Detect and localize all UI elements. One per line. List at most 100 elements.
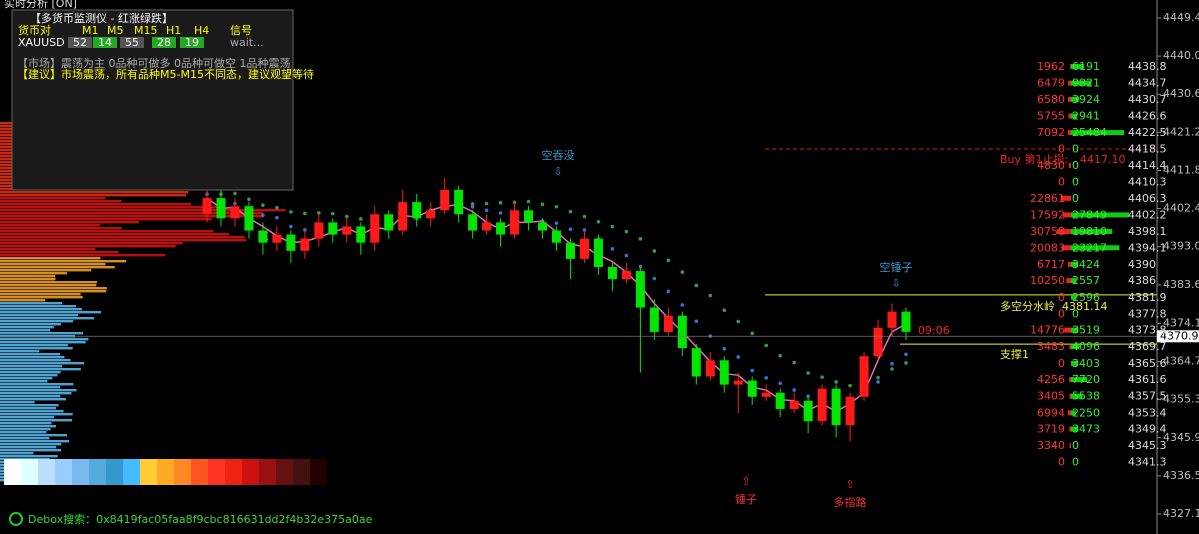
profile-bar <box>0 311 102 314</box>
profile-bar <box>0 278 56 281</box>
candle-body <box>468 214 478 231</box>
buy-volume: 9821 <box>1072 77 1100 90</box>
level-price: 4365.6 <box>1128 357 1167 370</box>
ma-dot <box>554 221 559 225</box>
candle-body <box>216 198 226 219</box>
profile-bar <box>0 383 74 386</box>
buy-bar <box>1071 344 1080 350</box>
buy-bar <box>1071 410 1076 416</box>
monitor-line: 【市场】震荡为主 0品种可做多 0品种可做空 1品种震荡 <box>17 56 290 70</box>
profile-bar <box>0 326 54 329</box>
candle-body <box>398 202 408 231</box>
profile-bar <box>0 245 176 248</box>
profile-bar <box>0 452 34 455</box>
profile-bar <box>0 215 265 218</box>
icon <box>9 512 23 526</box>
color-legend <box>4 459 327 485</box>
annotation: 空锤子 <box>880 260 913 274</box>
annotation-arrow: ⇩ <box>553 165 562 178</box>
buy-volume: 7720 <box>1072 373 1100 386</box>
tick-label: 4383.60 <box>1163 278 1199 291</box>
candle-body <box>831 388 841 426</box>
monitor-line: 【建议】市场震荡，所有品种M5-M15不同态，建议观望等待 <box>17 67 314 81</box>
buy-bar <box>1071 212 1129 218</box>
legend-swatch <box>276 459 293 485</box>
candle-body <box>775 392 785 409</box>
candle-body <box>272 234 282 243</box>
level-price: 4422.5 <box>1128 126 1167 139</box>
sell-volume: 30758 <box>1030 225 1065 238</box>
sell-volume: 22861 <box>1030 192 1065 205</box>
profile-bar <box>0 248 96 251</box>
profile-bar <box>0 401 35 404</box>
profile-bar <box>0 386 61 389</box>
ma-dot <box>904 361 908 365</box>
profile-bar <box>0 446 57 449</box>
ma-dot <box>498 200 503 205</box>
buy-bar <box>1071 278 1077 284</box>
cell-bg <box>180 37 204 48</box>
sell-volume: 5755 <box>1037 109 1065 122</box>
ma-dot <box>778 381 782 386</box>
column-header: 货币对 <box>18 23 51 37</box>
candle-body <box>230 206 240 219</box>
ma-dot <box>554 204 559 209</box>
candle-body <box>649 307 659 332</box>
divide-value: 4381.14 <box>1062 300 1108 313</box>
level-price: 4377.8 <box>1128 307 1167 320</box>
profile-bar <box>0 269 92 272</box>
profile-bar <box>0 419 73 422</box>
ma-dot <box>792 360 796 365</box>
level-price: 4434.7 <box>1128 77 1167 90</box>
tick-label: 4421.20 <box>1163 125 1199 138</box>
profile-bar <box>0 350 40 353</box>
candle-body <box>621 271 631 280</box>
ma-dot <box>289 210 293 214</box>
legend-swatch <box>55 459 72 485</box>
ma-dot <box>331 211 335 216</box>
ma-dot <box>680 303 685 307</box>
legend-swatch <box>225 459 242 485</box>
candle-body <box>593 238 603 268</box>
profile-bar <box>0 323 61 326</box>
level-price: 4345.3 <box>1128 439 1167 452</box>
profile-bar <box>0 317 95 320</box>
candle-body <box>314 222 324 239</box>
legend-swatch <box>208 459 225 485</box>
tick-label: 4440.00 <box>1163 49 1199 62</box>
sell-volume: 7092 <box>1037 126 1065 139</box>
tick-label: 4411.80 <box>1163 163 1199 176</box>
legend-swatch <box>21 459 38 485</box>
legend-swatch <box>242 459 259 485</box>
ma-dot <box>764 343 768 348</box>
cell-bg <box>68 37 92 48</box>
profile-bar <box>0 359 71 362</box>
level-price: 4430.7 <box>1128 93 1167 106</box>
cell-bg <box>93 37 117 48</box>
profile-bar <box>0 194 187 197</box>
candle-body <box>440 189 450 211</box>
candle-body <box>663 315 673 332</box>
candle-body <box>579 238 589 259</box>
footer-text: Debox搜索：0x8419fac05faa8f9cbc816631dd2f4b… <box>28 512 373 526</box>
buy-volume: 25484 <box>1072 126 1107 139</box>
buy-bar <box>1071 426 1079 432</box>
ma-dot <box>722 308 727 312</box>
profile-bar <box>0 344 68 347</box>
profile-bar <box>0 443 62 446</box>
profile-bar <box>0 389 77 392</box>
order-levels: 1962 6191 4438.8 6479 9821 4434.7 6580 3924 4430… <box>918 60 1167 468</box>
column-header: M15 <box>134 24 158 37</box>
cell: 52 <box>73 36 87 49</box>
ma-dot <box>764 376 768 380</box>
level-price: 4341.3 <box>1128 455 1167 468</box>
candle-body <box>510 210 520 235</box>
profile-bar <box>0 416 55 419</box>
buy-bar <box>1071 229 1113 235</box>
column-header: H1 <box>166 24 181 37</box>
sell-volume: 0 <box>1058 307 1065 320</box>
candle-body <box>719 360 729 385</box>
level-price: 4349.4 <box>1128 423 1167 436</box>
ma-dot <box>610 224 615 229</box>
